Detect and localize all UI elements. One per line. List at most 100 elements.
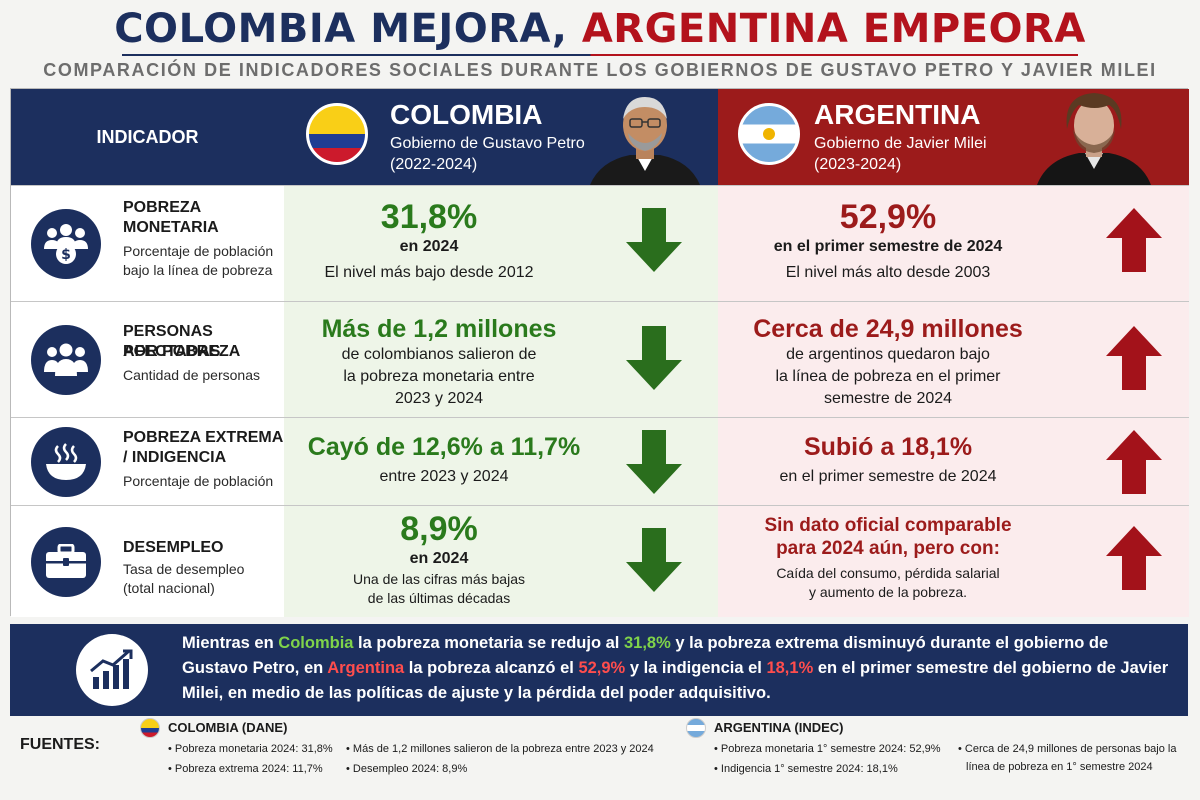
row-desempleo: DESEMPLEO Tasa de desempleo (total nacio…: [11, 505, 1189, 617]
people-money-icon: $: [31, 209, 101, 279]
petro-portrait-icon: [590, 97, 700, 185]
milei-portrait-icon: [1037, 93, 1151, 185]
people-group-icon: [31, 325, 101, 395]
source-item: • Más de 1,2 millones salieron de la pob…: [346, 743, 654, 755]
colombia-years: (2022-2024): [390, 156, 478, 173]
summary-segment: la pobreza alcanzó el: [404, 659, 579, 677]
argentina-cell: 52,9% en el primer semestre de 2024 El n…: [718, 186, 1189, 301]
indicator-desc: Cantidad de personas: [123, 367, 260, 383]
argentina-sub: en el primer semestre de 2024: [779, 468, 997, 485]
growth-chart-icon: [76, 634, 148, 706]
indicator-desc: (total nacional): [123, 580, 215, 596]
colombia-flag-icon: [140, 718, 160, 738]
source-item: • Pobreza monetaria 2024: 31,8%: [168, 743, 333, 755]
indicator-title: PERSONAS AFECTADAS: [123, 323, 221, 360]
indicator-title: / INDIGENCIA: [123, 449, 227, 466]
colombia-line: Una de las cifras más bajas: [353, 571, 525, 587]
source-item: • Desempleo 2024: 8,9%: [346, 763, 468, 775]
row-personas-afectadas: PERSONAS AFECTADAS POR POBREZA Cantidad …: [11, 301, 1189, 417]
arrow-up-icon: [1106, 526, 1162, 590]
colombia-sub: en 2024: [399, 238, 459, 255]
colombia-cell: 31,8% en 2024 El nivel más bajo desde 20…: [284, 186, 718, 301]
header-colombia: COLOMBIA Gobierno de Gustavo Petro (2022…: [284, 89, 718, 185]
colombia-main-value: 8,9%: [400, 510, 478, 548]
summary-text: Mientras en Colombia la pobreza monetari…: [182, 631, 1172, 706]
indicator-title: MONETARIA: [123, 219, 219, 236]
colombia-line: 2023 y 2024: [394, 390, 484, 407]
colombia-flag-icon: [306, 103, 368, 165]
colombia-cell: Cayó de 12,6% a 11,7% entre 2023 y 2024: [284, 418, 718, 505]
title-divider: [122, 54, 1078, 56]
argentina-cell: Sin dato oficial comparable para 2024 aú…: [718, 506, 1189, 617]
indicator-cell: PERSONAS AFECTADAS POR POBREZA Cantidad …: [11, 302, 284, 417]
colombia-main-value: Más de 1,2 millones: [321, 315, 557, 343]
indicator-desc: Tasa de desempleo: [123, 561, 245, 577]
indicator-cell: $ POBREZA MONETARIA Porcentaje de poblac…: [11, 186, 284, 301]
bowl-icon: [31, 427, 101, 497]
colombia-value-block: 31,8% en 2024 El nivel más bajo desde 20…: [304, 198, 554, 284]
argentina-value-block: 52,9% en el primer semestre de 2024 El n…: [728, 198, 1048, 284]
source-item: línea de pobreza en 1° semestre 2024: [966, 761, 1153, 773]
indicator-cell: DESEMPLEO Tasa de desempleo (total nacio…: [11, 506, 284, 617]
arrow-up-icon: [1106, 430, 1162, 494]
colombia-gov: Gobierno de Gustavo Petro: [390, 135, 585, 152]
comparison-table: INDICADOR COLOMBIA Gobierno de Gustavo P…: [10, 88, 1189, 617]
arrow-down-icon: [626, 430, 682, 494]
argentina-line: Caída del consumo, pérdida salarial: [776, 565, 1000, 581]
arrow-down-icon: [626, 208, 682, 272]
arrow-down-icon: [626, 326, 682, 390]
argentina-cell: Subió a 18,1% en el primer semestre de 2…: [718, 418, 1189, 505]
summary-segment: la pobreza monetaria se redujo al: [353, 634, 624, 652]
summary-value: 31,8%: [623, 634, 671, 652]
argentina-value-block: Sin dato oficial comparable para 2024 aú…: [728, 514, 1048, 602]
colombia-value-block: 8,9% en 2024 Una de las cifras más bajas…: [304, 510, 574, 608]
colombia-main-value: Cayó de 12,6% a 11,7%: [307, 433, 581, 461]
arrow-up-icon: [1106, 208, 1162, 272]
sources-label: FUENTES:: [20, 736, 100, 753]
argentina-value-block: Subió a 18,1% en el primer semestre de 2…: [728, 432, 1048, 488]
source-item: • Pobreza extrema 2024: 11,7%: [168, 763, 323, 775]
summary-banner: Mientras en Colombia la pobreza monetari…: [10, 624, 1188, 716]
indicator-title: POBREZA EXTREMA: [123, 429, 284, 446]
row-pobreza-monetaria: $ POBREZA MONETARIA Porcentaje de poblac…: [11, 185, 1189, 301]
argentina-line: semestre de 2024: [823, 390, 953, 407]
summary-value: 18,1%: [766, 659, 814, 677]
summary-segment: Mientras en: [182, 634, 279, 652]
argentina-value-block: Cerca de 24,9 millones de argentinos que…: [728, 314, 1048, 410]
indicator-title: DESEMPLEO: [123, 539, 224, 556]
colombia-cell: Más de 1,2 millones de colombianos salie…: [284, 302, 718, 417]
briefcase-icon: [31, 527, 101, 597]
argentina-flag-icon: [738, 103, 800, 165]
argentina-main-value: para 2024 aún, pero con:: [776, 538, 1000, 559]
arrow-up-icon: [1106, 326, 1162, 390]
title-colombia: COLOMBIA MEJORA,: [114, 6, 568, 52]
colombia-sub: entre 2023 y 2024: [379, 468, 509, 485]
argentina-name: ARGENTINA: [814, 99, 981, 130]
indicator-desc: bajo la línea de pobreza: [123, 262, 273, 278]
sources-colombia-title: COLOMBIA (DANE): [168, 720, 288, 735]
summary-segment: y la pobreza extrema disminuyó durante e…: [182, 634, 1109, 677]
colombia-sub: en 2024: [409, 550, 469, 567]
argentina-main-value: Cerca de 24,9 millones: [753, 315, 1023, 343]
indicator-desc: Porcentaje de población: [123, 473, 274, 489]
colombia-main-value: 31,8%: [380, 198, 478, 236]
indicator-desc: Porcentaje de población: [123, 243, 274, 259]
argentina-cell: Cerca de 24,9 millones de argentinos que…: [718, 302, 1189, 417]
indicator-title: POR POBREZA: [123, 343, 241, 360]
argentina-sub: en el primer semestre de 2024: [773, 238, 1003, 255]
source-item: • Cerca de 24,9 millones de personas baj…: [958, 743, 1177, 755]
colombia-name: COLOMBIA: [390, 99, 543, 130]
argentina-main-value: 52,9%: [839, 198, 937, 236]
argentina-years: (2023-2024): [814, 156, 902, 173]
page-title: COLOMBIA MEJORA, ARGENTINA EMPEORA: [0, 4, 1200, 54]
svg-text:$: $: [61, 247, 71, 263]
summary-segment: y la indigencia el: [625, 659, 767, 677]
header-argentina: ARGENTINA Gobierno de Javier Milei (2023…: [718, 89, 1189, 185]
colombia-value-block: Más de 1,2 millones de colombianos salie…: [294, 314, 584, 410]
colombia-line: de colombianos salieron de: [341, 346, 537, 363]
colombia-cell: 8,9% en 2024 Una de las cifras más bajas…: [284, 506, 718, 617]
argentina-line: la línea de pobreza en el primer: [775, 368, 1001, 385]
summary-value: 52,9%: [578, 659, 626, 677]
argentina-line: y aumento de la pobreza.: [809, 584, 967, 600]
argentina-note: El nivel más alto desde 2003: [785, 264, 991, 281]
